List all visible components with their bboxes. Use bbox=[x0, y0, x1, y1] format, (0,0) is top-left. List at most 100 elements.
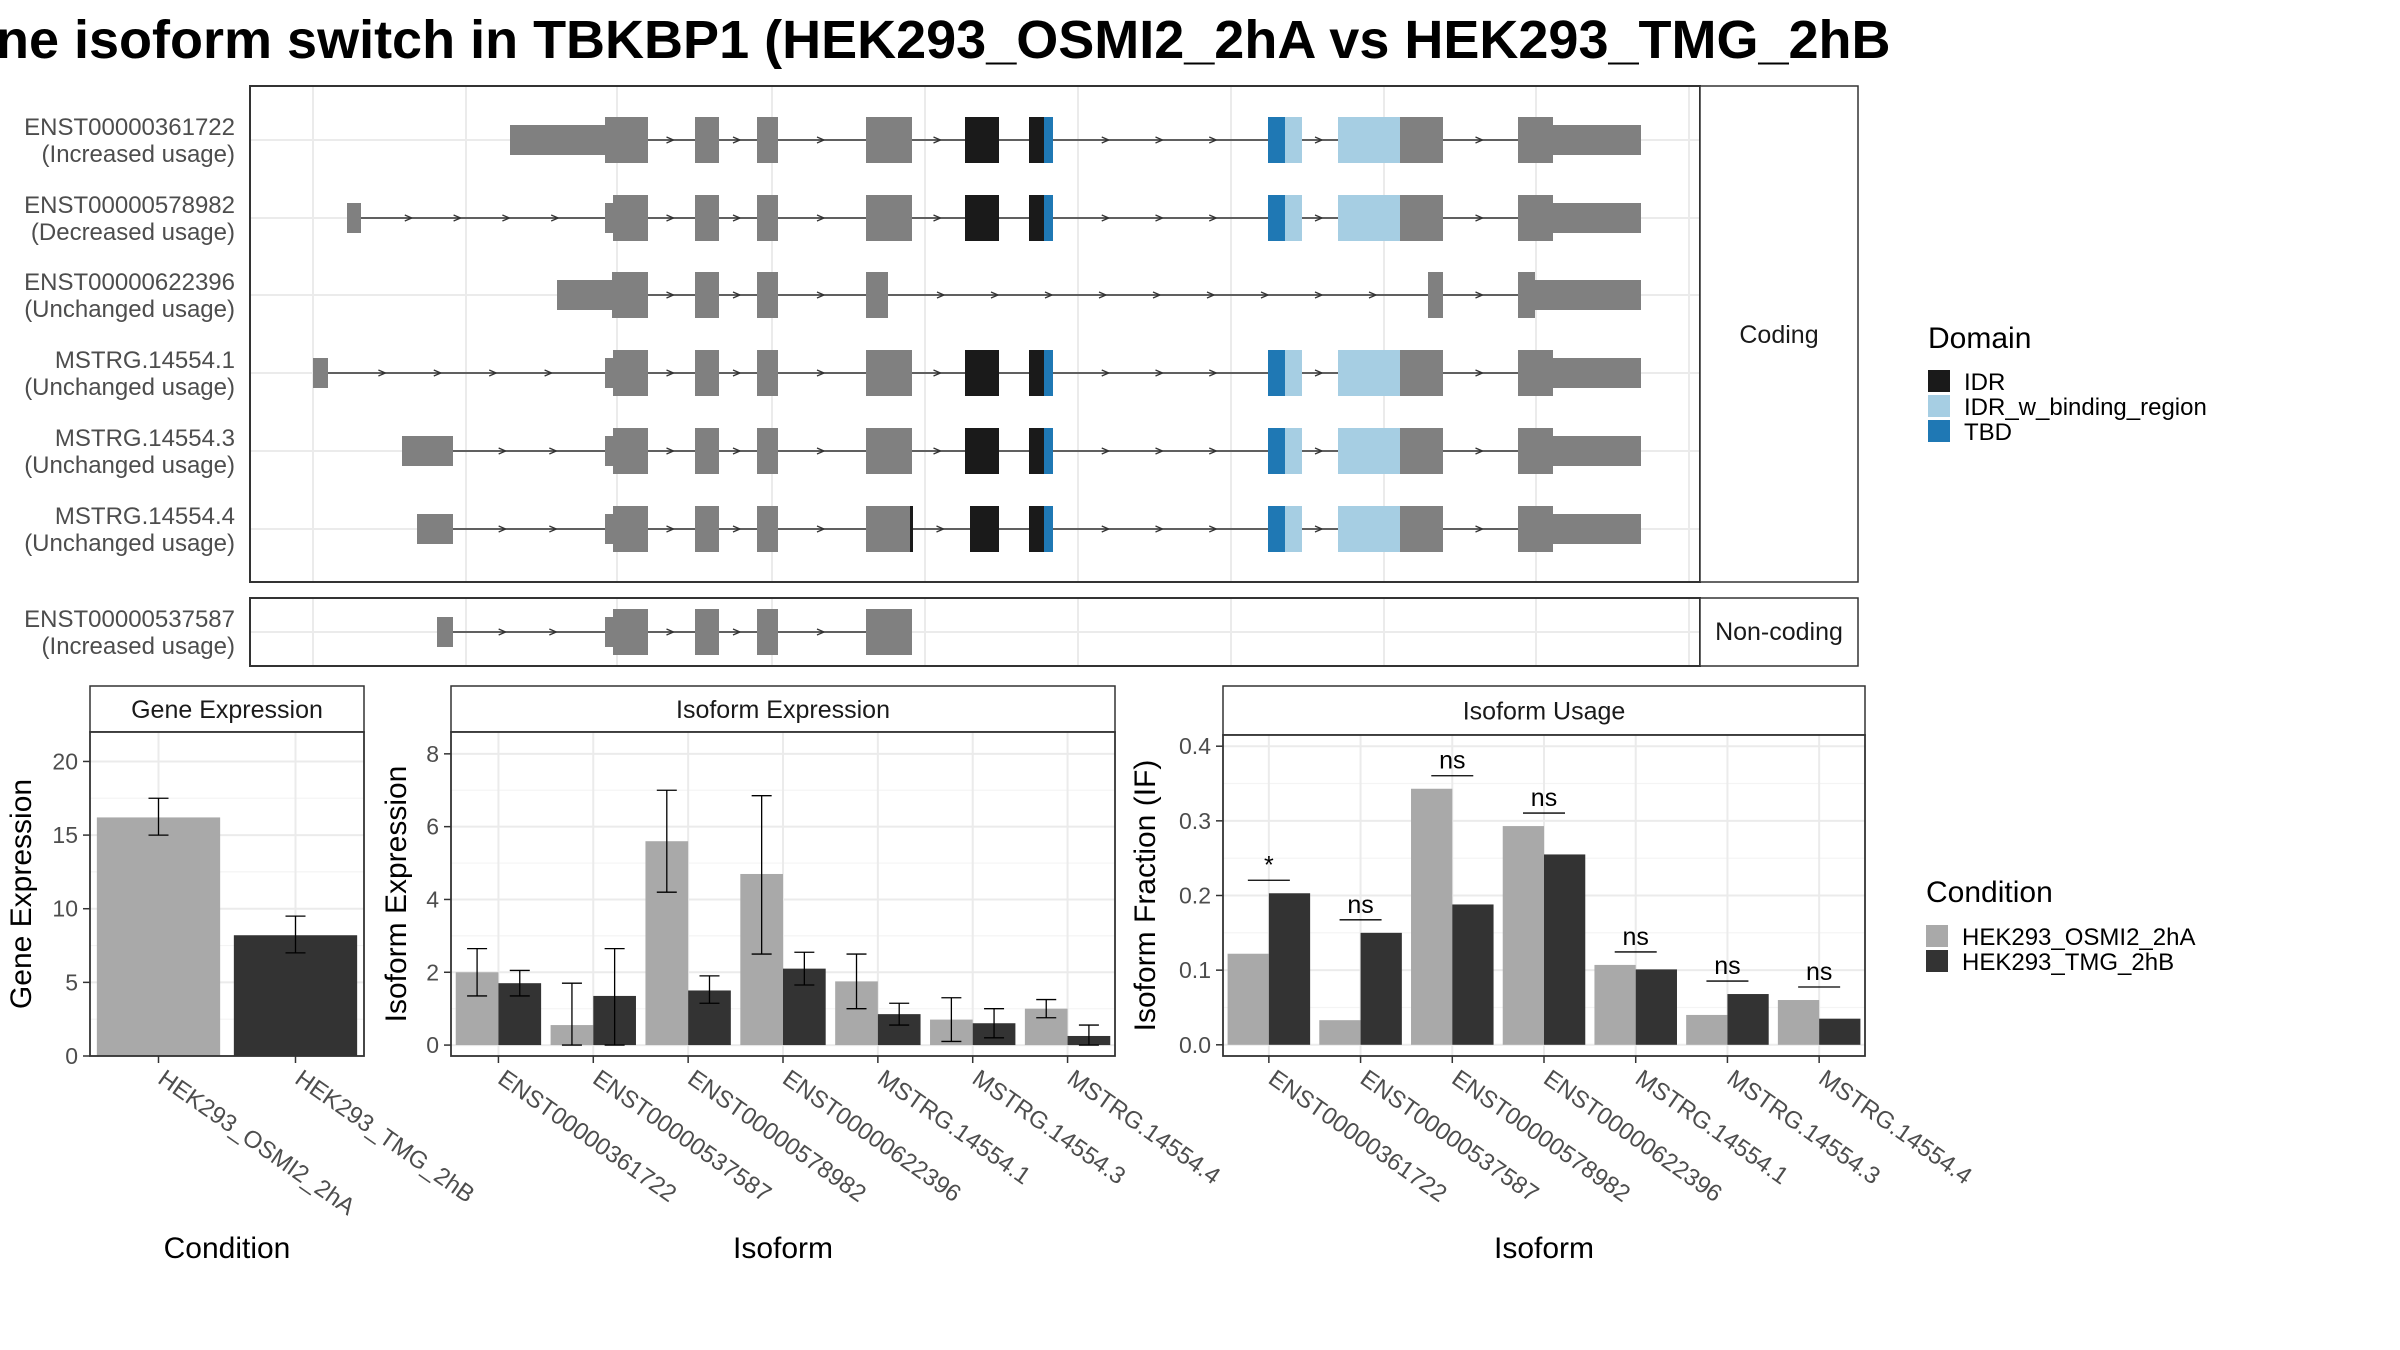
direction-arrow bbox=[816, 525, 826, 533]
exon-block bbox=[1338, 350, 1400, 396]
exon-block bbox=[605, 358, 613, 388]
bar bbox=[96, 817, 221, 1056]
legend-label: IDR_w_binding_region bbox=[1964, 394, 2207, 421]
y-tick-label: 0 bbox=[65, 1043, 78, 1069]
legend-swatch bbox=[1928, 420, 1950, 442]
direction-arrow bbox=[1155, 136, 1165, 144]
direction-arrow bbox=[1044, 291, 1054, 299]
exon-block bbox=[1285, 506, 1302, 552]
x-axis-label: Isoform bbox=[1494, 1232, 1594, 1265]
y-axis-label: Gene Expression bbox=[5, 779, 38, 1009]
direction-arrow bbox=[498, 447, 508, 455]
exon-block bbox=[695, 117, 719, 163]
exon-block bbox=[866, 609, 912, 655]
exon-block bbox=[1029, 350, 1044, 396]
exon-block bbox=[1268, 117, 1285, 163]
direction-arrow bbox=[933, 369, 943, 377]
transcript-id: ENST00000622396 bbox=[24, 269, 235, 296]
y-axis-label: Isoform Expression bbox=[380, 766, 413, 1023]
direction-arrow bbox=[732, 214, 742, 222]
significance-label: ns bbox=[1347, 891, 1373, 919]
x-tick-label: ENST00000361722 bbox=[493, 1065, 681, 1208]
exon-block bbox=[1553, 125, 1641, 155]
chart-title: Gene Expression bbox=[131, 696, 323, 724]
exon-block bbox=[437, 617, 453, 647]
panel-border bbox=[89, 731, 365, 1057]
transcript-usage: (Decreased usage) bbox=[31, 219, 235, 246]
exon-block bbox=[1400, 350, 1443, 396]
direction-arrow bbox=[502, 214, 512, 222]
direction-arrow bbox=[1101, 369, 1111, 377]
bar bbox=[1360, 932, 1402, 1045]
direction-arrow bbox=[433, 369, 443, 377]
exon-block bbox=[757, 609, 778, 655]
legend-title: Domain bbox=[1928, 322, 2031, 355]
exon-block bbox=[1285, 350, 1302, 396]
legend-label: TBD bbox=[1964, 419, 2012, 446]
exon-block bbox=[1553, 203, 1641, 233]
direction-arrow bbox=[666, 447, 676, 455]
direction-arrow bbox=[666, 214, 676, 222]
direction-arrow bbox=[1368, 291, 1378, 299]
direction-arrow bbox=[1314, 525, 1324, 533]
exon-block bbox=[1400, 195, 1443, 241]
exon-block bbox=[757, 117, 778, 163]
direction-arrow bbox=[1208, 136, 1218, 144]
exon-block bbox=[613, 195, 648, 241]
bar bbox=[1227, 953, 1269, 1045]
direction-arrow bbox=[549, 628, 558, 636]
transcript-usage: (Unchanged usage) bbox=[24, 530, 235, 557]
direction-arrow bbox=[1155, 214, 1165, 222]
chart-title: Isoform Expression bbox=[676, 696, 890, 724]
exon-block bbox=[1044, 506, 1053, 552]
exon-block bbox=[757, 195, 778, 241]
exon-block bbox=[613, 428, 648, 474]
bar bbox=[1319, 1020, 1361, 1045]
y-tick-label: 10 bbox=[52, 896, 78, 922]
exon-block bbox=[970, 506, 999, 552]
exon-block bbox=[1338, 506, 1400, 552]
significance-label: ns bbox=[1531, 784, 1557, 812]
direction-arrow bbox=[1475, 136, 1485, 144]
exon-block bbox=[866, 117, 912, 163]
y-tick-label: 0 bbox=[426, 1032, 439, 1058]
x-tick-label: MSTRG.14554.4 bbox=[1814, 1065, 1977, 1190]
direction-arrow bbox=[936, 525, 946, 533]
chart-title: Isoform Usage bbox=[1463, 698, 1626, 726]
direction-arrow bbox=[816, 291, 826, 299]
exon-block bbox=[757, 428, 778, 474]
direction-arrow bbox=[816, 136, 826, 144]
exon-block bbox=[1338, 428, 1400, 474]
bar bbox=[1411, 788, 1453, 1045]
transcript-usage: (Unchanged usage) bbox=[24, 452, 235, 479]
direction-arrow bbox=[1260, 291, 1270, 299]
transcript-row: ENST00000537587(Increased usage) bbox=[24, 606, 912, 660]
legend-label: HEK293_OSMI2_2hA bbox=[1962, 924, 2195, 951]
direction-arrow bbox=[1206, 291, 1216, 299]
exon-block bbox=[613, 609, 648, 655]
bar bbox=[1452, 904, 1494, 1045]
x-tick-label: ENST00000578982 bbox=[683, 1065, 871, 1208]
exon-block bbox=[965, 428, 999, 474]
direction-arrow bbox=[816, 628, 826, 636]
noncoding-strip bbox=[1699, 597, 1859, 667]
direction-arrow bbox=[816, 369, 826, 377]
transcript-id: ENST00000361722 bbox=[24, 114, 235, 141]
transcript-row: ENST00000578982(Decreased usage) bbox=[24, 192, 1641, 246]
y-tick-label: 20 bbox=[52, 748, 78, 774]
exon-block bbox=[1518, 350, 1553, 396]
direction-arrow bbox=[378, 369, 388, 377]
x-tick-label: MSTRG.14554.3 bbox=[1722, 1065, 1885, 1190]
exon-block bbox=[695, 272, 719, 318]
y-tick-label: 4 bbox=[426, 886, 439, 912]
exon-block bbox=[313, 358, 328, 388]
exon-block bbox=[1400, 117, 1443, 163]
direction-arrow bbox=[732, 628, 742, 636]
bar bbox=[1777, 1000, 1820, 1045]
direction-arrow bbox=[1475, 447, 1485, 455]
exon-block bbox=[1044, 195, 1053, 241]
exon-block bbox=[612, 272, 648, 318]
x-tick-label: MSTRG.14554.4 bbox=[1062, 1065, 1225, 1190]
direction-arrow bbox=[1101, 136, 1111, 144]
exon-block bbox=[1029, 506, 1044, 552]
